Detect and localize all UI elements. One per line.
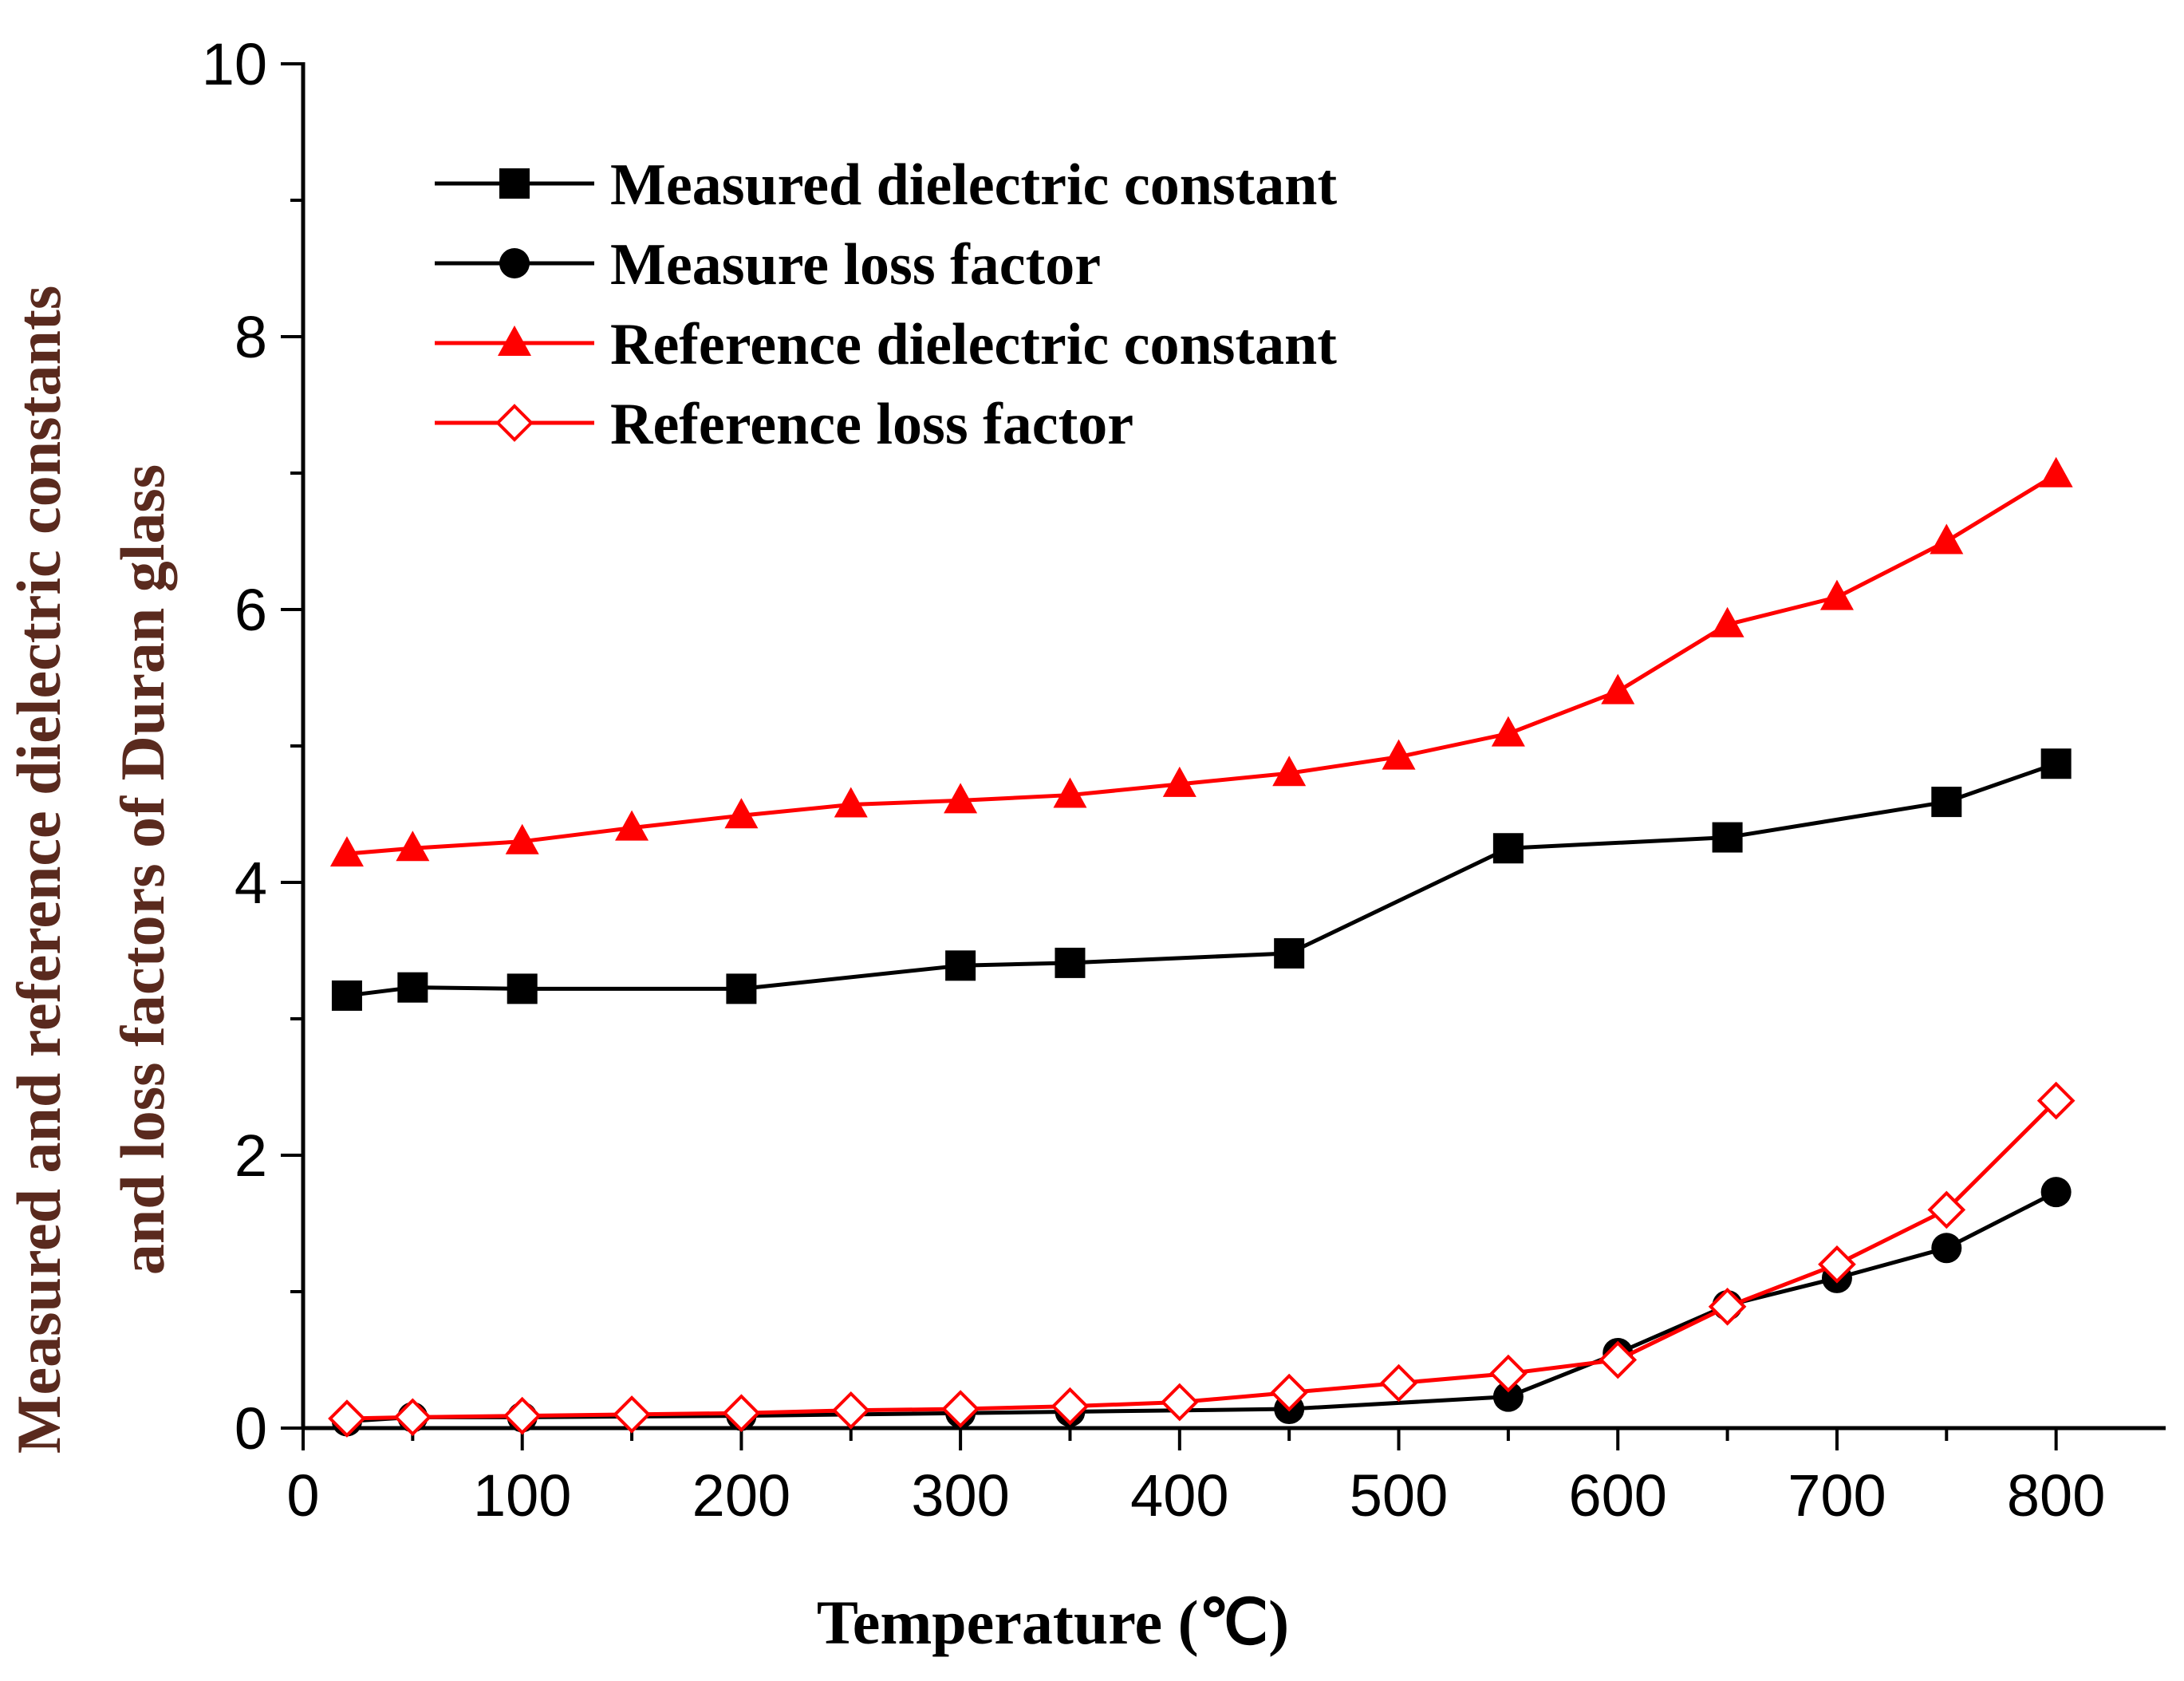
data-point [505, 823, 539, 854]
data-point [1492, 1381, 1524, 1412]
data-point [945, 950, 976, 981]
data-point [1599, 1340, 1638, 1379]
data-point [503, 1396, 542, 1435]
data-point [393, 1398, 432, 1437]
data-point [1601, 673, 1635, 704]
data-point [397, 972, 428, 1003]
data-point [1382, 739, 1416, 770]
legend-marker [498, 326, 531, 356]
data-point [328, 1399, 366, 1438]
x-tick-label: 700 [1788, 1462, 1886, 1529]
axes: 0 100 200 300 400 500 600 700 800 0 2 4 6 8 10 [202, 31, 2166, 1529]
series-measure-loss-factor [331, 1177, 2072, 1437]
data-point [1931, 787, 1962, 818]
y-tick-label: 2 [235, 1123, 267, 1189]
data-point [1819, 579, 1854, 610]
x-axis-title: Temperature (℃) [817, 1588, 1289, 1657]
data-point [329, 836, 364, 867]
y-tick-label: 0 [235, 1395, 267, 1462]
data-point [1492, 833, 1524, 864]
data-point [1162, 766, 1196, 797]
data-point [331, 980, 362, 1011]
data-point [1379, 1363, 1418, 1403]
data-point [2040, 748, 2072, 779]
data-point [1274, 937, 1305, 969]
data-point [2040, 1177, 2072, 1208]
data-point [1708, 1287, 1747, 1326]
legend-item: Reference dielectric constant [435, 312, 1337, 377]
x-tick-label: 600 [1569, 1462, 1667, 1529]
x-tick-label: 800 [2007, 1462, 2105, 1529]
series-reference-loss-factor [328, 1081, 2076, 1438]
data-point [724, 798, 759, 829]
legend-item: Measured dielectric constant [435, 152, 1337, 218]
y-tick-label: 8 [235, 304, 267, 370]
legend-marker [499, 168, 530, 199]
legend-marker [495, 404, 534, 442]
data-point [1270, 1373, 1309, 1412]
data-point [1051, 1387, 1090, 1426]
data-point [944, 783, 978, 814]
legend-label: Reference loss factor [610, 392, 1133, 457]
data-point [507, 973, 538, 1004]
data-point [1491, 716, 1525, 747]
y-tick-label: 6 [235, 577, 267, 643]
legend-item: Reference loss factor [435, 392, 1133, 457]
legend-label: Measured dielectric constant [610, 152, 1337, 218]
legend-marker [499, 248, 530, 278]
data-point [722, 1394, 761, 1433]
y-axis-title-line2: and loss factors of Duran glass [108, 464, 177, 1275]
legend-item: Measure loss factor [435, 232, 1101, 298]
legend-label: Reference dielectric constant [610, 312, 1337, 377]
data-point [2036, 1081, 2076, 1120]
series-line [346, 472, 2057, 856]
series-line [346, 1099, 2058, 1421]
series-measured-dielectric-constant [331, 748, 2072, 1011]
data-point [1053, 777, 1087, 808]
data-point [1712, 822, 1743, 853]
data-point [2039, 456, 2073, 487]
data-point [1055, 947, 1086, 978]
data-point [834, 787, 868, 818]
data-point [396, 831, 430, 862]
x-tick-label: 400 [1130, 1462, 1228, 1529]
data-point [1818, 1245, 1856, 1284]
x-tick-label: 0 [286, 1462, 319, 1529]
data-point [1489, 1354, 1528, 1393]
data-point [1160, 1383, 1199, 1422]
y-tick-label: 4 [235, 850, 267, 916]
data-point [1931, 1233, 1962, 1264]
data-point [941, 1390, 980, 1428]
data-point [615, 810, 649, 841]
series-reference-dielectric-constant [329, 456, 2073, 867]
plot-area [328, 456, 2076, 1438]
data-point [1927, 1190, 1966, 1229]
data-point [613, 1395, 651, 1434]
x-tick-label: 100 [473, 1462, 571, 1529]
y-axis-title-line1: Measured and reference dielectric consta… [4, 286, 73, 1454]
legend: Measured dielectric constant Measure loss… [435, 152, 1337, 457]
data-point [1710, 606, 1744, 637]
series-line [346, 1190, 2057, 1423]
x-tick-label: 300 [911, 1462, 1009, 1529]
x-tick-label: 500 [1350, 1462, 1448, 1529]
legend-label: Measure loss factor [610, 232, 1101, 298]
data-point [1272, 756, 1307, 787]
y-tick-label: 10 [202, 31, 267, 97]
series-line [346, 761, 2057, 998]
data-point [831, 1391, 870, 1430]
x-tick-label: 200 [692, 1462, 790, 1529]
data-point [726, 973, 757, 1004]
data-point [1930, 523, 1964, 554]
